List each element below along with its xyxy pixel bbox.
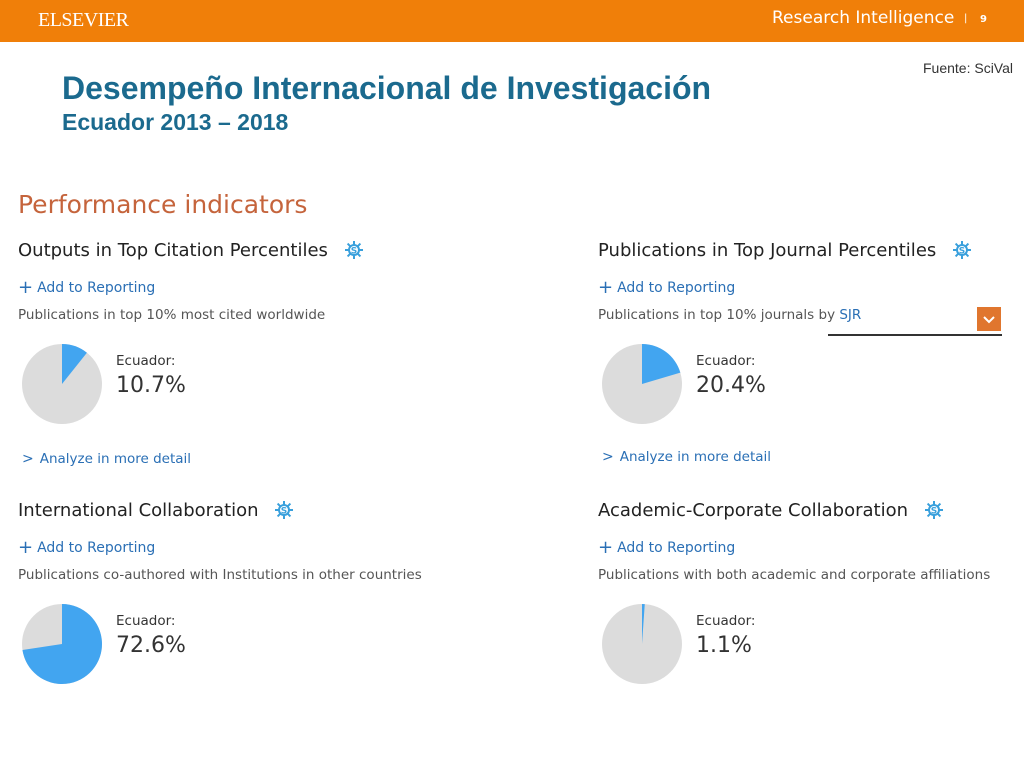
- percentage-value: 10.7%: [116, 373, 186, 398]
- country-label: Ecuador:: [116, 613, 176, 629]
- panel-title-text: International Collaboration: [18, 500, 259, 521]
- analyze-detail-link[interactable]: > Analyze in more detail: [602, 449, 771, 465]
- plus-icon: +: [18, 277, 34, 298]
- panel-international-collaboration: International Collaboration S + Add to Re…: [18, 500, 438, 735]
- svg-text:S: S: [350, 247, 356, 257]
- percentage-value: 20.4%: [696, 373, 766, 398]
- product-name: Research Intelligence: [772, 8, 955, 28]
- panel-description-text: Publications in top 10% journals by: [598, 307, 836, 323]
- svg-text:S: S: [959, 247, 965, 257]
- panel-description: Publications in top 10% most cited world…: [18, 307, 326, 323]
- chevron-right-icon: >: [602, 449, 614, 465]
- add-to-reporting-link[interactable]: + Add to Reporting: [598, 537, 735, 558]
- header-separator: |: [964, 13, 968, 24]
- svg-text:S: S: [931, 507, 937, 517]
- add-to-reporting-label: Add to Reporting: [617, 540, 736, 556]
- add-to-reporting-link[interactable]: + Add to Reporting: [598, 277, 735, 298]
- svg-text:S: S: [281, 507, 287, 517]
- brand-logo: ELSEVIER: [38, 9, 129, 31]
- panel-title: Publications in Top Journal Percentiles …: [598, 240, 972, 265]
- plus-icon: +: [598, 277, 614, 298]
- pie-chart: [602, 604, 682, 684]
- sjr-metric-select[interactable]: SJR: [839, 307, 862, 323]
- analyze-detail-link[interactable]: > Analyze in more detail: [22, 451, 191, 467]
- country-label: Ecuador:: [116, 353, 176, 369]
- page-title: Desempeño Internacional de Investigación: [62, 70, 712, 106]
- panel-title-text: Publications in Top Journal Percentiles: [598, 240, 937, 261]
- add-to-reporting-link[interactable]: + Add to Reporting: [18, 537, 155, 558]
- pie-value-slice: [22, 604, 102, 684]
- panel-title: Outputs in Top Citation Percentiles S: [18, 240, 364, 265]
- page-subtitle: Ecuador 2013 – 2018: [62, 109, 289, 135]
- panel-title-text: Academic-Corporate Collaboration: [598, 500, 909, 521]
- pie-value-slice: [642, 604, 645, 644]
- panel-title: International Collaboration S: [18, 500, 294, 525]
- add-to-reporting-link[interactable]: + Add to Reporting: [18, 277, 155, 298]
- country-label: Ecuador:: [696, 613, 756, 629]
- panel-top-journal-percentiles: Publications in Top Journal Percentiles …: [598, 240, 1018, 475]
- percentage-value: 1.1%: [696, 633, 752, 658]
- metric-dropdown-underline: [828, 334, 1002, 336]
- metric-dropdown-button[interactable]: [977, 307, 1001, 331]
- settings-gear-icon[interactable]: S: [924, 500, 944, 525]
- panel-academic-corporate-collaboration: Academic-Corporate Collaboration S + Add …: [598, 500, 1018, 735]
- panel-description: Publications co-authored with Institutio…: [18, 567, 422, 583]
- add-to-reporting-label: Add to Reporting: [37, 280, 156, 296]
- chevron-down-icon: [983, 316, 995, 324]
- pie-value-slice: [62, 344, 87, 384]
- add-to-reporting-label: Add to Reporting: [617, 280, 736, 296]
- source-note: Fuente: SciVal: [922, 60, 1013, 76]
- pie-value-slice: [642, 344, 681, 384]
- panel-top-citation-percentiles: Outputs in Top Citation Percentiles S + A…: [18, 240, 438, 475]
- section-title: Performance indicators: [18, 190, 308, 219]
- panel-description: Publications with both academic and corp…: [598, 567, 991, 583]
- pie-chart: [602, 344, 682, 424]
- plus-icon: +: [598, 537, 614, 558]
- country-label: Ecuador:: [696, 353, 756, 369]
- add-to-reporting-label: Add to Reporting: [37, 540, 156, 556]
- panel-description: Publications in top 10% journals by SJR: [598, 307, 861, 323]
- chevron-right-icon: >: [22, 451, 34, 467]
- panel-title: Academic-Corporate Collaboration S: [598, 500, 944, 525]
- settings-gear-icon[interactable]: S: [274, 500, 294, 525]
- analyze-detail-label: Analyze in more detail: [619, 449, 772, 465]
- settings-gear-icon[interactable]: S: [952, 240, 972, 265]
- header-bar: ELSEVIER Research Intelligence | 9: [0, 0, 1024, 42]
- pie-chart: [22, 344, 102, 424]
- page-number: 9: [980, 14, 987, 25]
- pie-chart: [22, 604, 102, 684]
- percentage-value: 72.6%: [116, 633, 186, 658]
- plus-icon: +: [18, 537, 34, 558]
- settings-gear-icon[interactable]: S: [344, 240, 364, 265]
- panel-title-text: Outputs in Top Citation Percentiles: [18, 240, 328, 261]
- analyze-detail-label: Analyze in more detail: [39, 451, 192, 467]
